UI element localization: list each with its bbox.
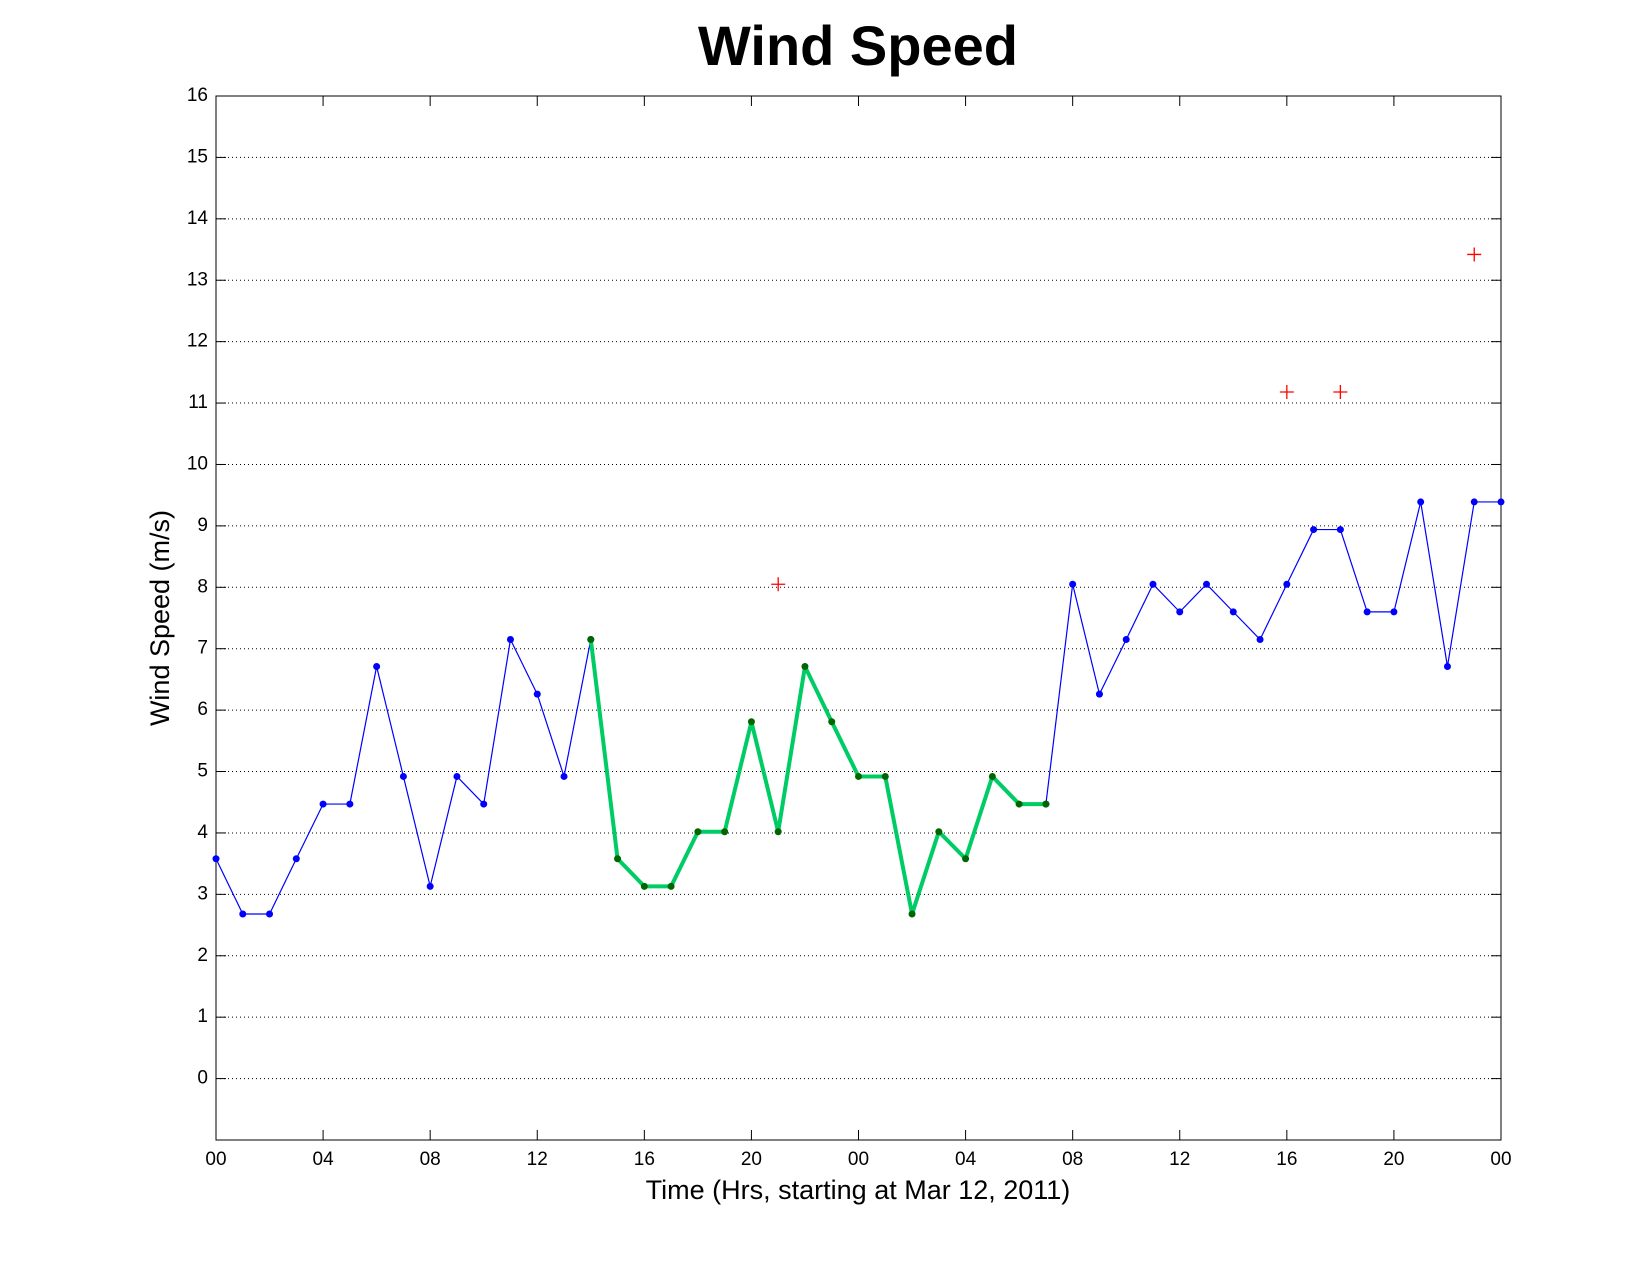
data-point — [1229, 608, 1237, 616]
y-tick-label: 9 — [197, 515, 208, 536]
y-tick-label: 12 — [187, 331, 208, 352]
data-point — [962, 855, 970, 863]
data-point — [1417, 498, 1425, 506]
chart-title: Wind Speed — [698, 14, 1018, 77]
data-point — [881, 772, 889, 780]
x-tick-label: 12 — [527, 1149, 548, 1170]
data-point — [1497, 498, 1505, 506]
data-point — [292, 855, 300, 863]
data-point — [667, 882, 675, 890]
y-tick-label: 8 — [197, 576, 208, 597]
y-tick-label: 5 — [197, 761, 208, 782]
data-point — [828, 718, 836, 726]
y-axis-label: Wind Speed (m/s) — [145, 510, 175, 726]
y-tick-label: 3 — [197, 883, 208, 904]
y-tick-label: 13 — [187, 269, 208, 290]
x-tick-label: 08 — [1062, 1149, 1083, 1170]
data-point — [239, 910, 247, 918]
y-tick-label: 2 — [197, 945, 208, 966]
data-point — [1203, 580, 1211, 588]
data-point — [1390, 608, 1398, 616]
data-point — [426, 882, 434, 890]
data-point — [1069, 580, 1077, 588]
x-tick-label: 16 — [634, 1149, 655, 1170]
data-point — [801, 663, 809, 671]
x-tick-label: 00 — [1490, 1149, 1511, 1170]
x-axis-label: Time (Hrs, starting at Mar 12, 2011) — [646, 1175, 1071, 1205]
y-tick-label: 1 — [197, 1006, 208, 1027]
data-point — [1015, 800, 1023, 808]
data-point — [747, 718, 755, 726]
x-tick-label: 20 — [741, 1149, 762, 1170]
data-point — [1283, 580, 1291, 588]
data-point — [935, 828, 943, 836]
data-point — [694, 828, 702, 836]
data-point — [1149, 580, 1157, 588]
data-point — [721, 828, 729, 836]
data-point — [453, 772, 461, 780]
data-point — [855, 772, 862, 780]
x-tick-label: 00 — [848, 1149, 869, 1170]
x-tick-label: 04 — [313, 1149, 335, 1170]
y-tick-label: 10 — [187, 453, 208, 474]
data-point — [1443, 663, 1451, 671]
data-point — [1095, 690, 1103, 698]
data-point — [774, 828, 782, 836]
data-point — [1042, 800, 1050, 808]
data-point — [587, 635, 595, 643]
data-point — [1256, 635, 1264, 643]
data-point — [212, 855, 220, 863]
plus-marker — [771, 577, 786, 592]
data-point — [480, 800, 488, 808]
data-point — [346, 800, 354, 808]
data-point — [1122, 635, 1130, 643]
y-tick-label: 11 — [188, 392, 208, 413]
data-point — [1363, 608, 1371, 616]
plot-frame — [215, 95, 1502, 1141]
plus-marker — [1467, 247, 1482, 262]
series-line — [215, 501, 1501, 915]
x-tick-label: 00 — [205, 1149, 226, 1170]
data-point — [560, 772, 568, 780]
x-tick-label: 04 — [955, 1149, 977, 1170]
data-point — [908, 910, 916, 918]
x-tick-label: 12 — [1169, 1149, 1190, 1170]
x-tick-label: 16 — [1276, 1149, 1297, 1170]
y-tick-label: 7 — [197, 638, 208, 659]
data-point — [399, 772, 407, 780]
data-point — [373, 663, 381, 671]
y-tick-label: 4 — [197, 822, 208, 843]
y-tick-label: 15 — [187, 146, 208, 167]
data-point — [614, 855, 622, 863]
series-line — [588, 639, 1046, 917]
data-point — [1336, 526, 1344, 534]
y-tick-label: 6 — [197, 699, 208, 720]
data-point — [319, 800, 327, 808]
data-point — [533, 690, 541, 698]
y-tick-label: 14 — [187, 208, 209, 229]
x-tick-label: 20 — [1383, 1149, 1404, 1170]
data-point — [988, 772, 996, 780]
plus-marker — [1333, 385, 1348, 400]
y-tick-label: 0 — [197, 1068, 208, 1089]
data-point — [1470, 498, 1478, 506]
data-point — [1176, 608, 1184, 616]
x-tick-label: 08 — [420, 1149, 441, 1170]
data-point — [266, 910, 274, 918]
data-point — [1310, 526, 1318, 534]
data-point — [640, 882, 648, 890]
data-point — [506, 635, 514, 643]
y-tick-label: 16 — [187, 85, 208, 106]
plus-marker — [1279, 385, 1294, 400]
